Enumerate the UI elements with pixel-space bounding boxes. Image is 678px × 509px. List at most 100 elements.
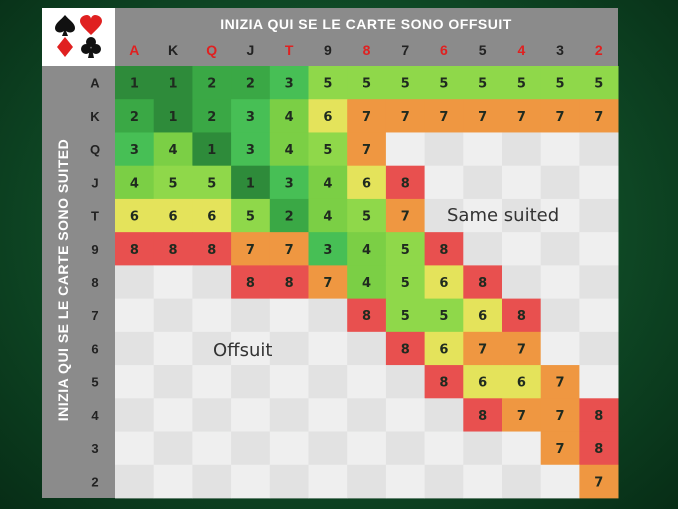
heatmap-cell <box>153 331 193 366</box>
heatmap-cell <box>347 365 387 399</box>
heatmap-cell-value: 5 <box>207 176 216 191</box>
heatmap-cell <box>153 232 193 266</box>
row-label-K: K <box>90 109 100 124</box>
heatmap-cell <box>347 431 387 466</box>
same-suited-label: Same suited <box>447 205 559 226</box>
heatmap-cell <box>153 365 193 399</box>
heatmap-cell <box>463 99 503 133</box>
row-label-A: A <box>90 76 100 91</box>
heatmap-cell <box>115 165 155 200</box>
heatmap-cell <box>231 232 271 266</box>
heatmap-cell <box>115 464 155 499</box>
heatmap-cell-value: 7 <box>556 442 565 457</box>
heatmap-cell <box>269 66 309 100</box>
heatmap-cell <box>192 298 232 333</box>
heatmap-cell <box>540 365 580 399</box>
heatmap-cell <box>579 431 619 466</box>
heatmap-cell <box>153 265 193 300</box>
heatmap-cell <box>231 398 271 432</box>
heatmap-cell <box>579 398 619 432</box>
heatmap-cell-value: 8 <box>285 276 294 291</box>
row-label-6: 6 <box>91 341 98 356</box>
heatmap-cell <box>502 66 542 100</box>
heatmap-cell-value: 1 <box>130 77 139 92</box>
heatmap-cell <box>308 331 348 366</box>
heatmap-cell-value: 4 <box>362 276 371 291</box>
heatmap-cell <box>115 298 155 333</box>
heatmap-cell-value: 7 <box>323 276 332 291</box>
heatmap-cell <box>579 331 619 366</box>
heatmap-cell-value: 2 <box>246 77 255 92</box>
heatmap-cell <box>424 298 464 333</box>
heatmap-cell <box>502 464 542 499</box>
heatmap-cell <box>385 365 425 399</box>
heatmap-cell <box>269 232 309 266</box>
heatmap-cell-value: 6 <box>517 376 526 391</box>
column-label-9: 9 <box>324 42 332 58</box>
heatmap-cell-value: 4 <box>285 143 294 158</box>
heatmap-cell-value: 5 <box>556 77 565 92</box>
heatmap-cell <box>115 198 155 233</box>
heatmap-cell <box>579 132 619 167</box>
heatmap-cell-value: 8 <box>478 409 487 424</box>
heatmap-cell <box>231 365 271 399</box>
heatmap-cell-value: 7 <box>594 110 603 125</box>
heatmap-cell-value: 8 <box>439 376 448 391</box>
heatmap-cell <box>269 132 309 167</box>
heatmap-cell <box>308 232 348 266</box>
heatmap-cell <box>463 464 503 499</box>
heatmap-cell <box>269 464 309 499</box>
heatmap-cell <box>153 431 193 466</box>
heatmap-cell <box>463 298 503 333</box>
column-label-Q: Q <box>206 42 217 58</box>
heatmap-cell <box>308 464 348 499</box>
heatmap-cell <box>385 298 425 333</box>
heatmap-cell-value: 8 <box>594 442 603 457</box>
heatmap-cell <box>502 99 542 133</box>
heatmap-cell-value: 2 <box>285 210 294 225</box>
heatmap-cell <box>269 331 309 366</box>
heatmap-cell <box>308 265 348 300</box>
heatmap-cell-value: 6 <box>478 376 487 391</box>
heatmap-cell <box>192 198 232 233</box>
heatmap-cell <box>424 99 464 133</box>
heatmap-cell-value: 6 <box>169 210 178 225</box>
heatmap-cell-value: 5 <box>362 77 371 92</box>
heatmap-cell <box>308 398 348 432</box>
heatmap-cell <box>424 232 464 266</box>
heatmap-cell <box>269 265 309 300</box>
heatmap-cell <box>269 398 309 432</box>
heatmap-cell <box>269 99 309 133</box>
column-label-2: 2 <box>595 42 603 58</box>
heatmap-cell-value: 3 <box>323 243 332 258</box>
heatmap-cell <box>308 66 348 100</box>
heatmap-cell <box>115 99 155 133</box>
spade-icon <box>55 15 75 36</box>
heatmap-cell-value: 3 <box>130 143 139 158</box>
heatmap-cell-value: 7 <box>517 342 526 357</box>
heatmap-cell <box>231 265 271 300</box>
heatmap-cell-value: 5 <box>478 77 487 92</box>
row-label-4: 4 <box>91 408 99 423</box>
column-label-7: 7 <box>401 42 409 58</box>
heatmap-cell <box>385 99 425 133</box>
heatmap-cell-value: 2 <box>130 110 139 125</box>
heatmap-cell <box>153 398 193 432</box>
heatmap-cell <box>308 132 348 167</box>
heatmap-cell-value: 7 <box>285 243 294 258</box>
heatmap-cell <box>192 165 232 200</box>
heatmap-cell <box>308 99 348 133</box>
heatmap-cell-value: 8 <box>362 309 371 324</box>
heatmap-cells: 1 1 2 2 3 5 5 5 5 5 5 5 5 2 1 2 3 4 6 7 7 7 7 7 7 7 3 4 1 3 4 5 7 4 5 5 1 3 4 6… <box>115 66 619 499</box>
heatmap-cell <box>308 165 348 200</box>
heatmap-cell-value: 7 <box>439 110 448 125</box>
heatmap-cell-value: 5 <box>323 77 332 92</box>
heatmap-cell-value: 4 <box>285 110 294 125</box>
row-label-5: 5 <box>91 375 98 390</box>
heatmap-cell <box>540 132 580 167</box>
row-labels: A K Q J T 9 8 7 6 5 4 3 2 <box>90 76 100 490</box>
heatmap-cell <box>502 198 542 233</box>
heatmap-cell <box>192 431 232 466</box>
heatmap-cell <box>308 365 348 399</box>
